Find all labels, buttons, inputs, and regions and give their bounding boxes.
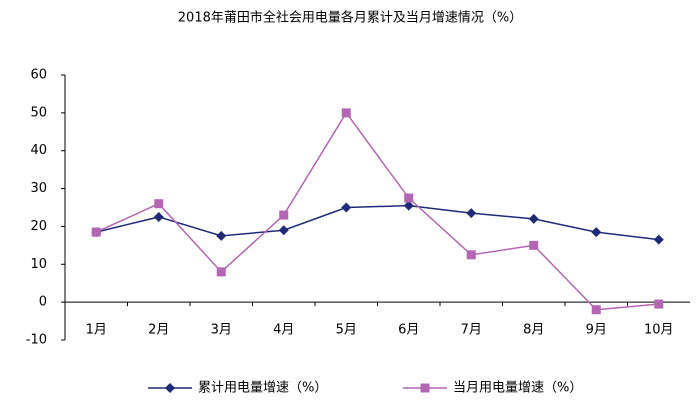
- point: [154, 199, 164, 209]
- x-tick-label: 8月: [523, 323, 544, 338]
- x-tick-label: 1月: [86, 323, 107, 338]
- x-tick-label: 5月: [336, 323, 357, 338]
- legend-marker: [420, 383, 430, 393]
- legend-label: 当月用电量增速（%）: [453, 381, 582, 396]
- point: [341, 108, 351, 118]
- point: [216, 267, 226, 277]
- point: [591, 305, 601, 315]
- x-tick-label: 10月: [644, 323, 674, 338]
- y-tick-label: 60: [30, 68, 47, 83]
- point: [91, 227, 101, 237]
- legend-marker: [165, 383, 175, 393]
- y-tick-label: 50: [30, 105, 47, 120]
- series-line: [96, 204, 659, 241]
- y-tick-label: -10: [26, 333, 47, 348]
- x-tick-label: 4月: [273, 323, 294, 338]
- point: [466, 208, 477, 219]
- y-tick-label: 0: [39, 295, 47, 310]
- x-tick-label: 3月: [211, 323, 232, 338]
- point: [591, 227, 602, 238]
- y-tick-label: 20: [30, 219, 47, 234]
- y-tick-label: 30: [30, 181, 47, 196]
- x-tick-label: 6月: [398, 323, 419, 338]
- x-tick-label: 9月: [586, 323, 607, 338]
- point: [341, 202, 352, 213]
- point: [278, 225, 289, 236]
- x-tick-label: 7月: [461, 323, 482, 338]
- legend-label: 累计用电量增速（%）: [198, 381, 327, 396]
- point: [404, 193, 414, 203]
- point: [653, 234, 664, 245]
- point: [216, 230, 227, 241]
- point: [403, 200, 414, 211]
- point: [528, 213, 539, 224]
- point: [654, 299, 664, 309]
- point: [279, 210, 289, 220]
- point: [153, 211, 164, 222]
- point: [466, 250, 476, 260]
- y-tick-label: 10: [30, 257, 47, 272]
- chart-title: 2018年莆田市全社会用电量各月累计及当月增速情况（%）: [178, 10, 522, 26]
- series-line: [95, 111, 659, 311]
- point: [529, 240, 539, 250]
- y-tick-label: 40: [30, 143, 47, 158]
- x-tick-label: 2月: [148, 323, 169, 338]
